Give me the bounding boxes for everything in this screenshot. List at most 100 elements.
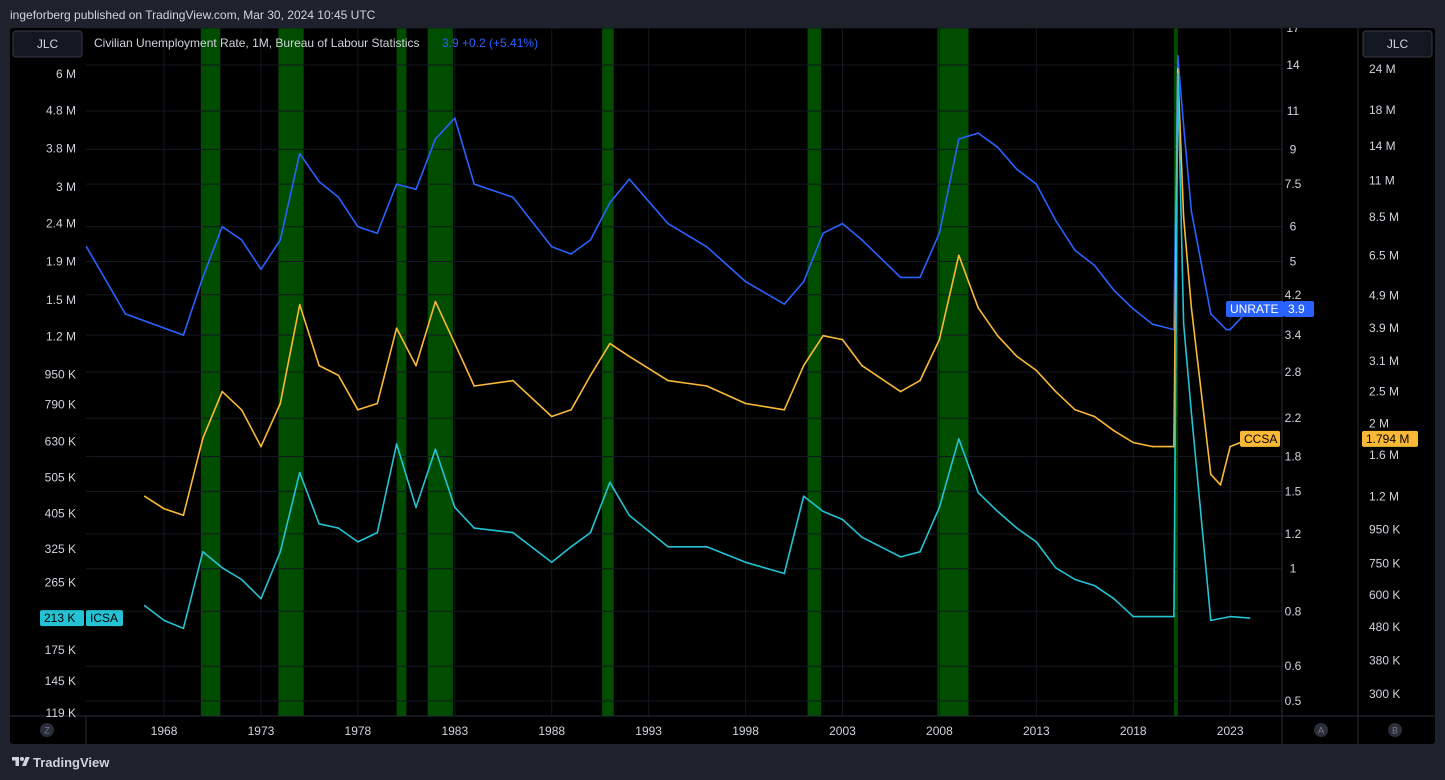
data-point-icsa [182, 627, 185, 630]
data-point-ccsa [822, 334, 824, 337]
data-point-icsa [1190, 412, 1193, 414]
data-point-unrate [667, 222, 669, 225]
unrate-name-badge-bg [1226, 300, 1284, 317]
data-point-icsa [783, 572, 786, 575]
data-point-unrate [124, 313, 127, 315]
data-point-unrate [1209, 313, 1212, 315]
data-point-icsa [957, 437, 960, 440]
axis-a-button-bg[interactable] [1314, 723, 1328, 737]
data-point-icsa [1093, 584, 1096, 587]
legend-title: Civilian Unemployment Rate, 1M, Bureau o… [94, 36, 419, 50]
middle-axis-tick: 6 [1290, 220, 1297, 234]
left-axis-tick: 1.5 M [46, 293, 76, 307]
data-point-unrate [1093, 264, 1096, 267]
data-point-unrate [1132, 308, 1135, 310]
right-axis-tick: 600 K [1369, 588, 1400, 602]
legend-value: 3.9 +0.2 (+5.41%) [442, 36, 538, 50]
time-axis-tick: 2023 [1217, 724, 1244, 738]
left-symbol-button[interactable]: JLC [12, 30, 83, 58]
data-point-ccsa [512, 379, 514, 382]
axis-a-button[interactable]: A [1314, 723, 1328, 737]
axis-z-button-label: Z [44, 726, 50, 736]
data-point-ccsa [182, 514, 185, 517]
series-line-unrate[interactable] [85, 54, 1251, 336]
unrate-value-badge-text: 3.9 [1288, 302, 1305, 316]
data-point-ccsa [667, 379, 669, 382]
left-axis-tick: 630 K [45, 434, 76, 448]
left-axis-tick: 3 M [56, 180, 76, 194]
data-point-ccsa [1113, 429, 1115, 432]
data-point-ccsa [1054, 390, 1057, 393]
left-axis-tick: 505 K [45, 470, 76, 484]
data-point-ccsa [919, 379, 921, 382]
data-point-ccsa [415, 364, 417, 367]
right-axis-tick: 1.2 M [1369, 489, 1399, 503]
data-point-ccsa [240, 409, 243, 411]
data-point-icsa [705, 545, 708, 548]
data-point-icsa [1054, 567, 1057, 569]
series-line-icsa[interactable] [144, 73, 1250, 630]
data-point-icsa [1016, 527, 1018, 529]
middle-axis-tick: 1.8 [1285, 450, 1302, 464]
data-point-icsa [357, 541, 359, 543]
data-point-ccsa [899, 390, 902, 393]
ccsa-name-badge-bg [1240, 430, 1280, 447]
data-point-icsa [1177, 73, 1179, 75]
data-point-unrate [85, 246, 88, 248]
axis-z-button-bg[interactable] [40, 723, 54, 737]
axis-z-button[interactable]: Z [40, 723, 54, 737]
data-point-ccsa [260, 445, 262, 448]
data-point-ccsa [434, 300, 437, 303]
data-point-ccsa [957, 254, 960, 257]
data-point-unrate [841, 222, 844, 225]
data-point-ccsa [1093, 415, 1096, 418]
left-axis-tick: 325 K [45, 542, 76, 556]
data-point-unrate [1182, 124, 1185, 127]
right-symbol-button[interactable]: JLC [1362, 30, 1433, 58]
data-point-ccsa [802, 364, 805, 367]
middle-axis-tick: 1.2 [1285, 527, 1302, 541]
right-symbol-button-bg[interactable] [1362, 30, 1433, 58]
data-point-unrate [415, 188, 417, 191]
data-point-ccsa [1016, 355, 1018, 358]
chart-svg[interactable]: 6 M 4.8 M 3.8 M 3 M 2.4 M 1.9 M 1.5 M 1.2 M 950 … [10, 28, 1435, 744]
data-point-icsa [512, 531, 514, 534]
data-point-icsa [1248, 617, 1251, 619]
axis-b-button-bg[interactable] [1388, 723, 1402, 737]
series-line-ccsa[interactable] [144, 68, 1250, 517]
data-point-unrate [550, 246, 553, 248]
left-axis-tick: 3.8 M [46, 141, 76, 155]
icsa-value-badge-bg [40, 610, 84, 627]
data-point-ccsa [453, 342, 456, 345]
data-point-ccsa [1132, 441, 1135, 444]
middle-axis-tick: 4.2 [1285, 288, 1302, 302]
data-point-ccsa [1229, 445, 1231, 448]
icsa-value-badge: 213 K [40, 610, 84, 627]
data-point-icsa [1074, 578, 1076, 581]
data-point-unrate [395, 183, 398, 185]
data-point-unrate [861, 239, 863, 241]
right-axis-tick: 14 M [1369, 139, 1396, 153]
right-axis-tick: 380 K [1369, 653, 1400, 667]
right-axis-tick: 1.6 M [1369, 448, 1399, 462]
data-point-unrate [434, 138, 437, 140]
axis-b-button[interactable]: B [1388, 723, 1402, 737]
data-point-ccsa [570, 409, 572, 411]
data-point-ccsa [163, 507, 165, 510]
data-point-ccsa [938, 338, 941, 341]
left-axis-tick: 265 K [45, 576, 76, 590]
middle-axis-tick: 14 [1286, 58, 1300, 72]
data-point-unrate [337, 196, 340, 199]
chart-area[interactable]: 6 M 4.8 M 3.8 M 3 M 2.4 M 1.9 M 1.5 M 1.2 M 950 … [10, 28, 1435, 744]
data-point-icsa [628, 514, 631, 517]
data-point-unrate [453, 117, 456, 119]
time-axis-tick: 1993 [635, 724, 662, 738]
left-symbol-button-bg[interactable] [12, 30, 83, 58]
left-symbol-button-label: JLC [37, 37, 59, 51]
right-axis-tick: 8.5 M [1369, 210, 1399, 224]
unrate-value-badge: 3.9 [1284, 300, 1314, 317]
ccsa-value-badge: 1.794 M [1362, 430, 1418, 447]
data-point-icsa [337, 527, 340, 529]
data-point-icsa [415, 506, 417, 509]
right-axis-tick: 2.5 M [1369, 385, 1399, 399]
